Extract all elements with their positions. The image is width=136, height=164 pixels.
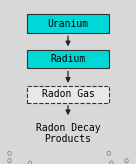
Text: Uranium: Uranium (47, 19, 89, 29)
Text: Radon Decay
Products: Radon Decay Products (36, 123, 100, 144)
FancyBboxPatch shape (27, 14, 109, 33)
Text: Radon Gas: Radon Gas (42, 89, 94, 99)
Text: Radium: Radium (50, 54, 86, 64)
FancyBboxPatch shape (27, 86, 109, 102)
FancyBboxPatch shape (27, 50, 109, 69)
